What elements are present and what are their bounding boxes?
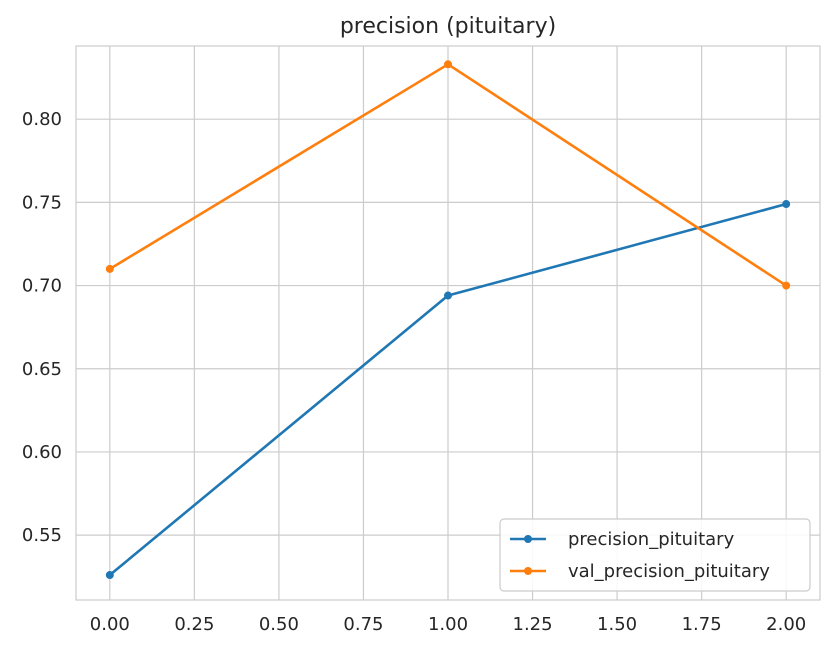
y-tick-label: 0.70 <box>22 276 62 297</box>
data-point-val_precision_pituitary <box>782 281 791 290</box>
plot-frame <box>75 45 821 601</box>
legend-marker-val_precision_pituitary <box>524 567 532 575</box>
y-tick-label: 0.60 <box>22 442 62 463</box>
x-tick-label: 0.50 <box>259 614 299 635</box>
data-point-precision_pituitary <box>105 571 114 580</box>
y-tick-label: 0.80 <box>22 109 62 130</box>
legend-marker-precision_pituitary <box>524 535 532 543</box>
y-tick-label: 0.55 <box>22 525 62 546</box>
legend-label: precision_pituitary <box>568 529 735 550</box>
x-tick-label: 2.00 <box>766 614 806 635</box>
legend-label: val_precision_pituitary <box>568 561 770 582</box>
data-point-precision_pituitary <box>782 200 791 209</box>
y-tick-label: 0.75 <box>22 192 62 213</box>
x-tick-label: 1.25 <box>513 614 553 635</box>
x-tick-label: 0.25 <box>174 614 214 635</box>
legend-box <box>499 518 811 592</box>
x-tick-label: 1.75 <box>682 614 722 635</box>
data-point-val_precision_pituitary <box>444 60 452 69</box>
x-tick-label: 1.50 <box>597 614 637 635</box>
legend: precision_pituitary val_precision_pituita… <box>499 518 811 592</box>
chart-title: precision (pituitary) <box>340 14 556 39</box>
data-point-precision_pituitary <box>444 291 452 300</box>
data-point-val_precision_pituitary <box>105 264 114 273</box>
x-tick-label: 0.75 <box>343 614 383 635</box>
x-tick-label: 1.00 <box>428 614 468 635</box>
x-tick-label: 0.00 <box>90 614 130 635</box>
y-tick-label: 0.65 <box>22 359 62 380</box>
